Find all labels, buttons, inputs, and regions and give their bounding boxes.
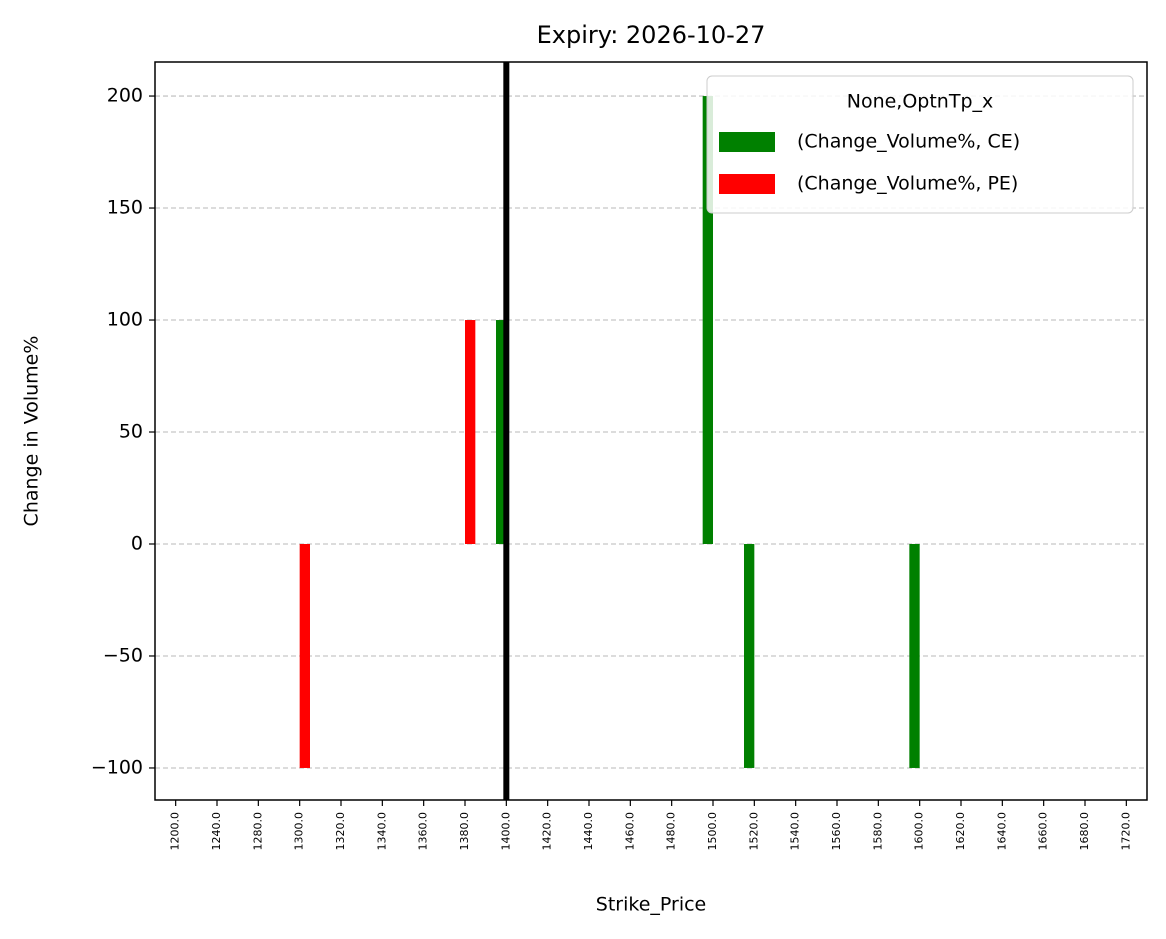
bar (744, 543, 755, 768)
legend-label: (Change_Volume%, PE) (797, 173, 1018, 195)
bar (299, 543, 310, 768)
x-tick-label: 1520.0 (747, 812, 760, 851)
x-axis-label: Strike_Price (596, 894, 706, 916)
x-tick-label: 1680.0 (1078, 812, 1091, 851)
x-tick-label: 1420.0 (541, 812, 554, 851)
x-tick-label: 1460.0 (623, 812, 636, 851)
y-axis-label: Change in Volume% (21, 336, 43, 527)
x-tick-label: 1340.0 (375, 812, 388, 851)
x-tick-label: 1640.0 (995, 812, 1008, 851)
y-tick-label: −50 (103, 644, 143, 666)
x-tick-label: 1440.0 (582, 812, 595, 851)
x-tick-label: 1580.0 (871, 812, 884, 851)
x-tick-label: 1660.0 (1037, 812, 1050, 851)
plot-frame (154, 61, 1148, 801)
legend-label: (Change_Volume%, CE) (797, 131, 1020, 153)
bar (702, 96, 713, 544)
x-tick-label: 1300.0 (293, 812, 306, 851)
y-tick-label: −100 (91, 756, 143, 778)
legend-swatch (719, 132, 775, 152)
legend-box (706, 75, 1134, 214)
y-tick-label: 50 (119, 421, 143, 443)
chart-title: Expiry: 2026-10-27 (537, 21, 766, 49)
x-tick-label: 1540.0 (789, 812, 802, 851)
x-tick-label: 1560.0 (830, 812, 843, 851)
x-tick-label: 1720.0 (1119, 812, 1132, 851)
legend-swatch (719, 174, 775, 194)
x-tick-label: 1240.0 (210, 812, 223, 851)
bar (496, 320, 507, 544)
y-tick-label: 150 (107, 197, 143, 219)
legend-title: None,OptnTp_x (847, 91, 994, 113)
x-tick-label: 1400.0 (499, 812, 512, 851)
x-tick-label: 1360.0 (417, 812, 430, 851)
bar (465, 320, 476, 544)
y-tick-label: 100 (107, 309, 143, 331)
x-tick-label: 1600.0 (913, 812, 926, 851)
y-tick-label: 0 (131, 532, 143, 554)
y-tick-label: 200 (107, 85, 143, 107)
x-tick-label: 1500.0 (706, 812, 719, 851)
bar (909, 543, 920, 768)
x-tick-label: 1200.0 (169, 812, 182, 851)
x-tick-label: 1280.0 (251, 812, 264, 851)
x-tick-label: 1620.0 (954, 812, 967, 851)
x-tick-label: 1380.0 (458, 812, 471, 851)
x-tick-label: 1480.0 (665, 812, 678, 851)
x-tick-label: 1320.0 (334, 812, 347, 851)
